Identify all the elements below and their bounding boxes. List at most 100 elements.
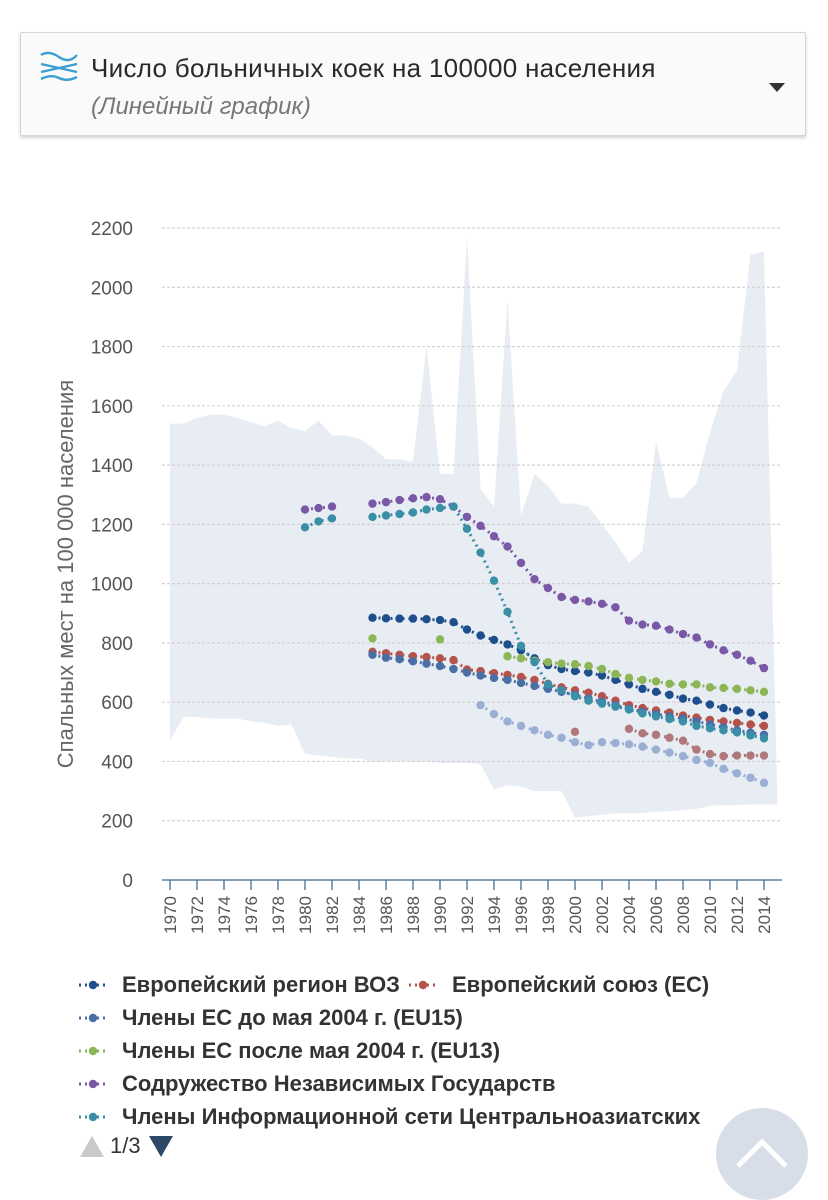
x-tick-label: 1972: [188, 896, 207, 934]
x-tick-label: 1992: [458, 896, 477, 934]
data-point-0: [732, 706, 742, 715]
data-point-7: [692, 745, 701, 754]
data-point-0: [476, 631, 485, 640]
data-point-4: [597, 599, 607, 608]
data-point-0: [422, 615, 431, 624]
data-point-6: [746, 773, 755, 782]
data-point-4: [611, 603, 620, 612]
data-point-6: [732, 769, 742, 778]
x-tick-label: 1990: [431, 896, 450, 934]
x-tick-label: 2006: [647, 896, 666, 934]
data-point-1: [516, 672, 526, 682]
data-point-4: [489, 532, 499, 541]
data-point-3: [624, 673, 634, 683]
data-point-7: [732, 751, 742, 760]
triangle-up-icon[interactable]: [80, 1135, 104, 1157]
x-tick-label: 1994: [485, 896, 504, 934]
legend-item[interactable]: Члены Информационной сети Центральноазиа…: [78, 1104, 700, 1130]
data-point-6: [638, 742, 647, 751]
data-point-5: [543, 680, 553, 689]
data-point-4: [719, 646, 728, 655]
data-point-3: [611, 669, 620, 679]
legend-item[interactable]: Члены ЕС до мая 2004 г. (EU15): [78, 1005, 463, 1031]
data-point-4: [408, 494, 418, 503]
pager-count: 1/3: [110, 1133, 141, 1158]
legend-item[interactable]: Европейский союз (ЕС): [408, 972, 709, 998]
chart-selector[interactable]: Число больничных коек на 100000 населени…: [20, 32, 806, 136]
data-point-6: [665, 748, 674, 757]
data-point-0: [651, 687, 661, 697]
legend-label: Члены ЕС после мая 2004 г. (EU13): [122, 1038, 501, 1063]
data-point-1: [746, 720, 755, 729]
legend-item[interactable]: Европейский регион ВОЗ: [78, 972, 400, 998]
data-point-4: [665, 625, 674, 634]
data-point-1: [584, 688, 593, 697]
y-tick-label: 400: [101, 752, 133, 773]
legend-label: Члены ЕС до мая 2004 г. (EU15): [122, 1005, 463, 1030]
legend-swatch: [79, 1013, 107, 1023]
data-point-5: [584, 696, 593, 705]
x-tick-label: 1974: [215, 896, 234, 934]
data-point-1: [719, 717, 728, 726]
data-point-2: [449, 664, 458, 674]
data-point-0: [665, 690, 674, 699]
range-band: [170, 236, 778, 818]
data-point-2: [476, 671, 485, 680]
y-axis-label: Спальных мест на 100 000 населения: [53, 380, 78, 768]
data-point-1: [435, 654, 445, 663]
data-point-6: [719, 764, 728, 774]
data-point-0: [678, 694, 688, 703]
data-point-0: [584, 668, 593, 677]
data-point-3: [759, 687, 769, 697]
data-point-0: [705, 700, 715, 709]
legend-label: Члены Информационной сети Центральноазиа…: [122, 1104, 701, 1129]
data-point-3: [732, 684, 742, 694]
data-point-0: [462, 625, 472, 634]
data-point-7: [746, 751, 755, 760]
data-point-3: [543, 657, 553, 667]
data-point-5: [314, 517, 323, 526]
data-point-4: [584, 597, 593, 606]
data-point-5: [732, 728, 742, 737]
data-point-0: [489, 635, 499, 645]
data-point-3: [597, 664, 607, 674]
data-point-6: [692, 755, 701, 765]
legend-label: Содружество Независимых Государств: [122, 1071, 556, 1096]
scroll-to-top-button[interactable]: [716, 1108, 808, 1200]
data-point-4: [327, 502, 337, 511]
legend-swatch: [79, 980, 107, 990]
data-point-4: [503, 542, 512, 551]
triangle-down-icon[interactable]: [148, 1135, 173, 1157]
data-point-1: [759, 721, 769, 731]
data-point-6: [759, 778, 769, 787]
data-point-5: [692, 721, 701, 731]
data-point-4: [570, 595, 580, 605]
y-tick-label: 1600: [91, 397, 133, 418]
chart-waves-icon: [40, 51, 78, 81]
data-point-4: [422, 492, 431, 502]
x-tick-label: 1998: [539, 896, 558, 934]
caret-down-icon[interactable]: [769, 83, 785, 92]
data-point-6: [570, 737, 580, 747]
data-point-4: [759, 663, 769, 673]
y-tick-label: 1200: [91, 515, 133, 536]
y-tick-label: 1400: [91, 456, 133, 477]
data-point-3: [435, 635, 445, 644]
data-point-6: [584, 740, 593, 750]
data-point-5: [611, 702, 620, 711]
legend-item[interactable]: Члены ЕС после мая 2004 г. (EU13): [78, 1038, 500, 1064]
data-point-7: [570, 727, 580, 737]
data-point-4: [651, 621, 661, 630]
data-point-0: [381, 614, 391, 623]
data-point-4: [557, 592, 566, 602]
series-line-6: [479, 703, 765, 785]
data-point-3: [719, 683, 728, 693]
legend-item[interactable]: Содружество Независимых Государств: [78, 1071, 556, 1097]
data-point-7: [678, 736, 688, 745]
data-point-5: [408, 508, 418, 517]
data-point-7: [759, 751, 769, 760]
data-point-3: [570, 660, 580, 669]
data-point-4: [732, 650, 742, 659]
data-point-2: [530, 681, 539, 691]
data-point-2: [408, 657, 418, 666]
